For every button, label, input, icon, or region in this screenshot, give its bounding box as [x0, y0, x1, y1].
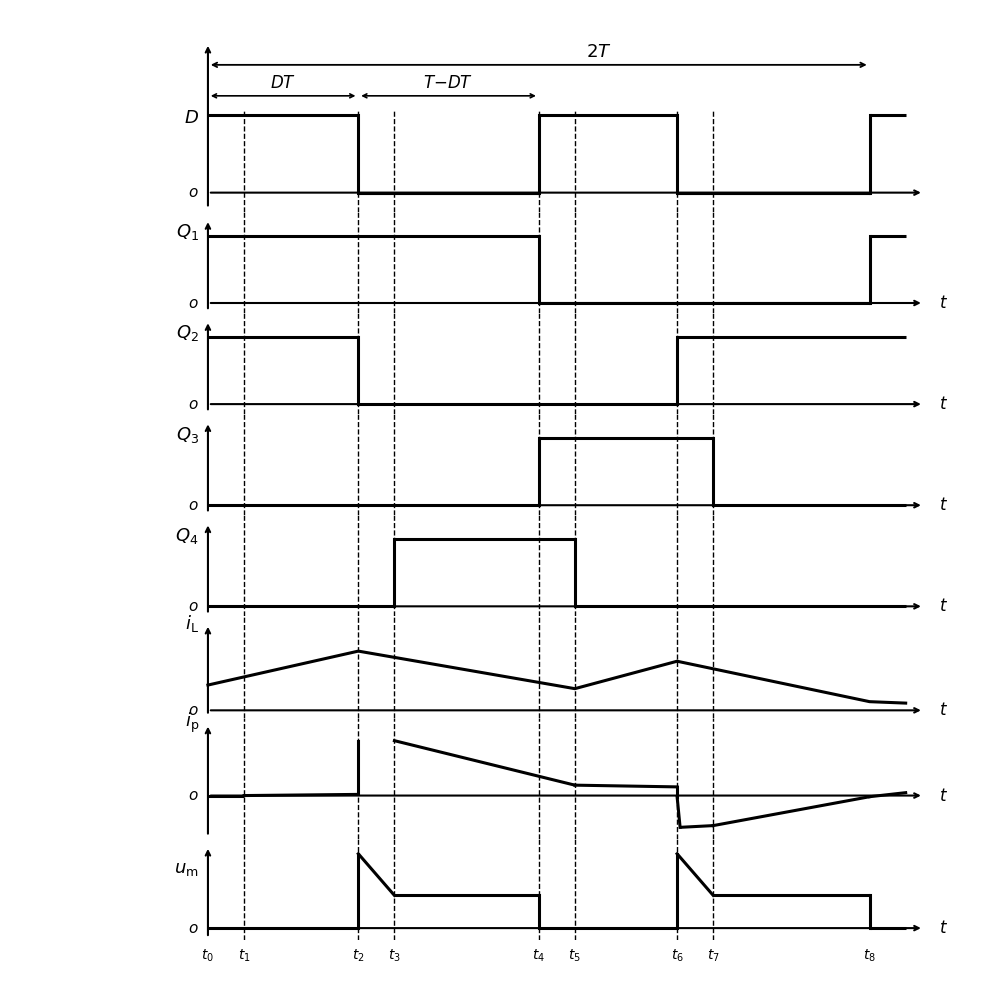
Text: $t$: $t$ [939, 496, 948, 514]
Text: $D$: $D$ [183, 109, 199, 127]
Text: $t$: $t$ [939, 395, 948, 413]
Text: $t_3$: $t_3$ [388, 947, 401, 964]
Text: $t_7$: $t_7$ [706, 947, 720, 964]
Text: $Q_3$: $Q_3$ [176, 425, 199, 445]
Text: $T{-}DT$: $T{-}DT$ [424, 74, 474, 92]
Text: $DT$: $DT$ [270, 74, 296, 92]
Text: $t_5$: $t_5$ [568, 947, 582, 964]
Text: $i_{\rm p}$: $i_{\rm p}$ [184, 711, 199, 735]
Text: $t_1$: $t_1$ [237, 947, 250, 964]
Text: $Q_2$: $Q_2$ [176, 323, 199, 343]
Text: $o$: $o$ [188, 185, 199, 200]
Text: $t_4$: $t_4$ [533, 947, 545, 964]
Text: $2T$: $2T$ [586, 43, 612, 61]
Text: $o$: $o$ [188, 703, 199, 718]
Text: $o$: $o$ [188, 498, 199, 513]
Text: $o$: $o$ [188, 599, 199, 614]
Text: $t$: $t$ [939, 597, 948, 615]
Text: $t$: $t$ [939, 701, 948, 719]
Text: $t_2$: $t_2$ [352, 947, 365, 964]
Text: $o$: $o$ [188, 788, 199, 803]
Text: $t$: $t$ [939, 787, 948, 805]
Text: $o$: $o$ [188, 397, 199, 412]
Text: $Q_1$: $Q_1$ [176, 222, 199, 242]
Text: $o$: $o$ [188, 921, 199, 936]
Text: $t$: $t$ [939, 919, 948, 937]
Text: $t_8$: $t_8$ [863, 947, 876, 964]
Text: $o$: $o$ [188, 296, 199, 310]
Text: $u_{\rm m}$: $u_{\rm m}$ [175, 860, 199, 878]
Text: $t_6$: $t_6$ [671, 947, 684, 964]
Text: $i_{\rm L}$: $i_{\rm L}$ [185, 613, 199, 634]
Text: $Q_4$: $Q_4$ [176, 526, 199, 546]
Text: $t_0$: $t_0$ [201, 947, 215, 964]
Text: $t$: $t$ [939, 294, 948, 312]
